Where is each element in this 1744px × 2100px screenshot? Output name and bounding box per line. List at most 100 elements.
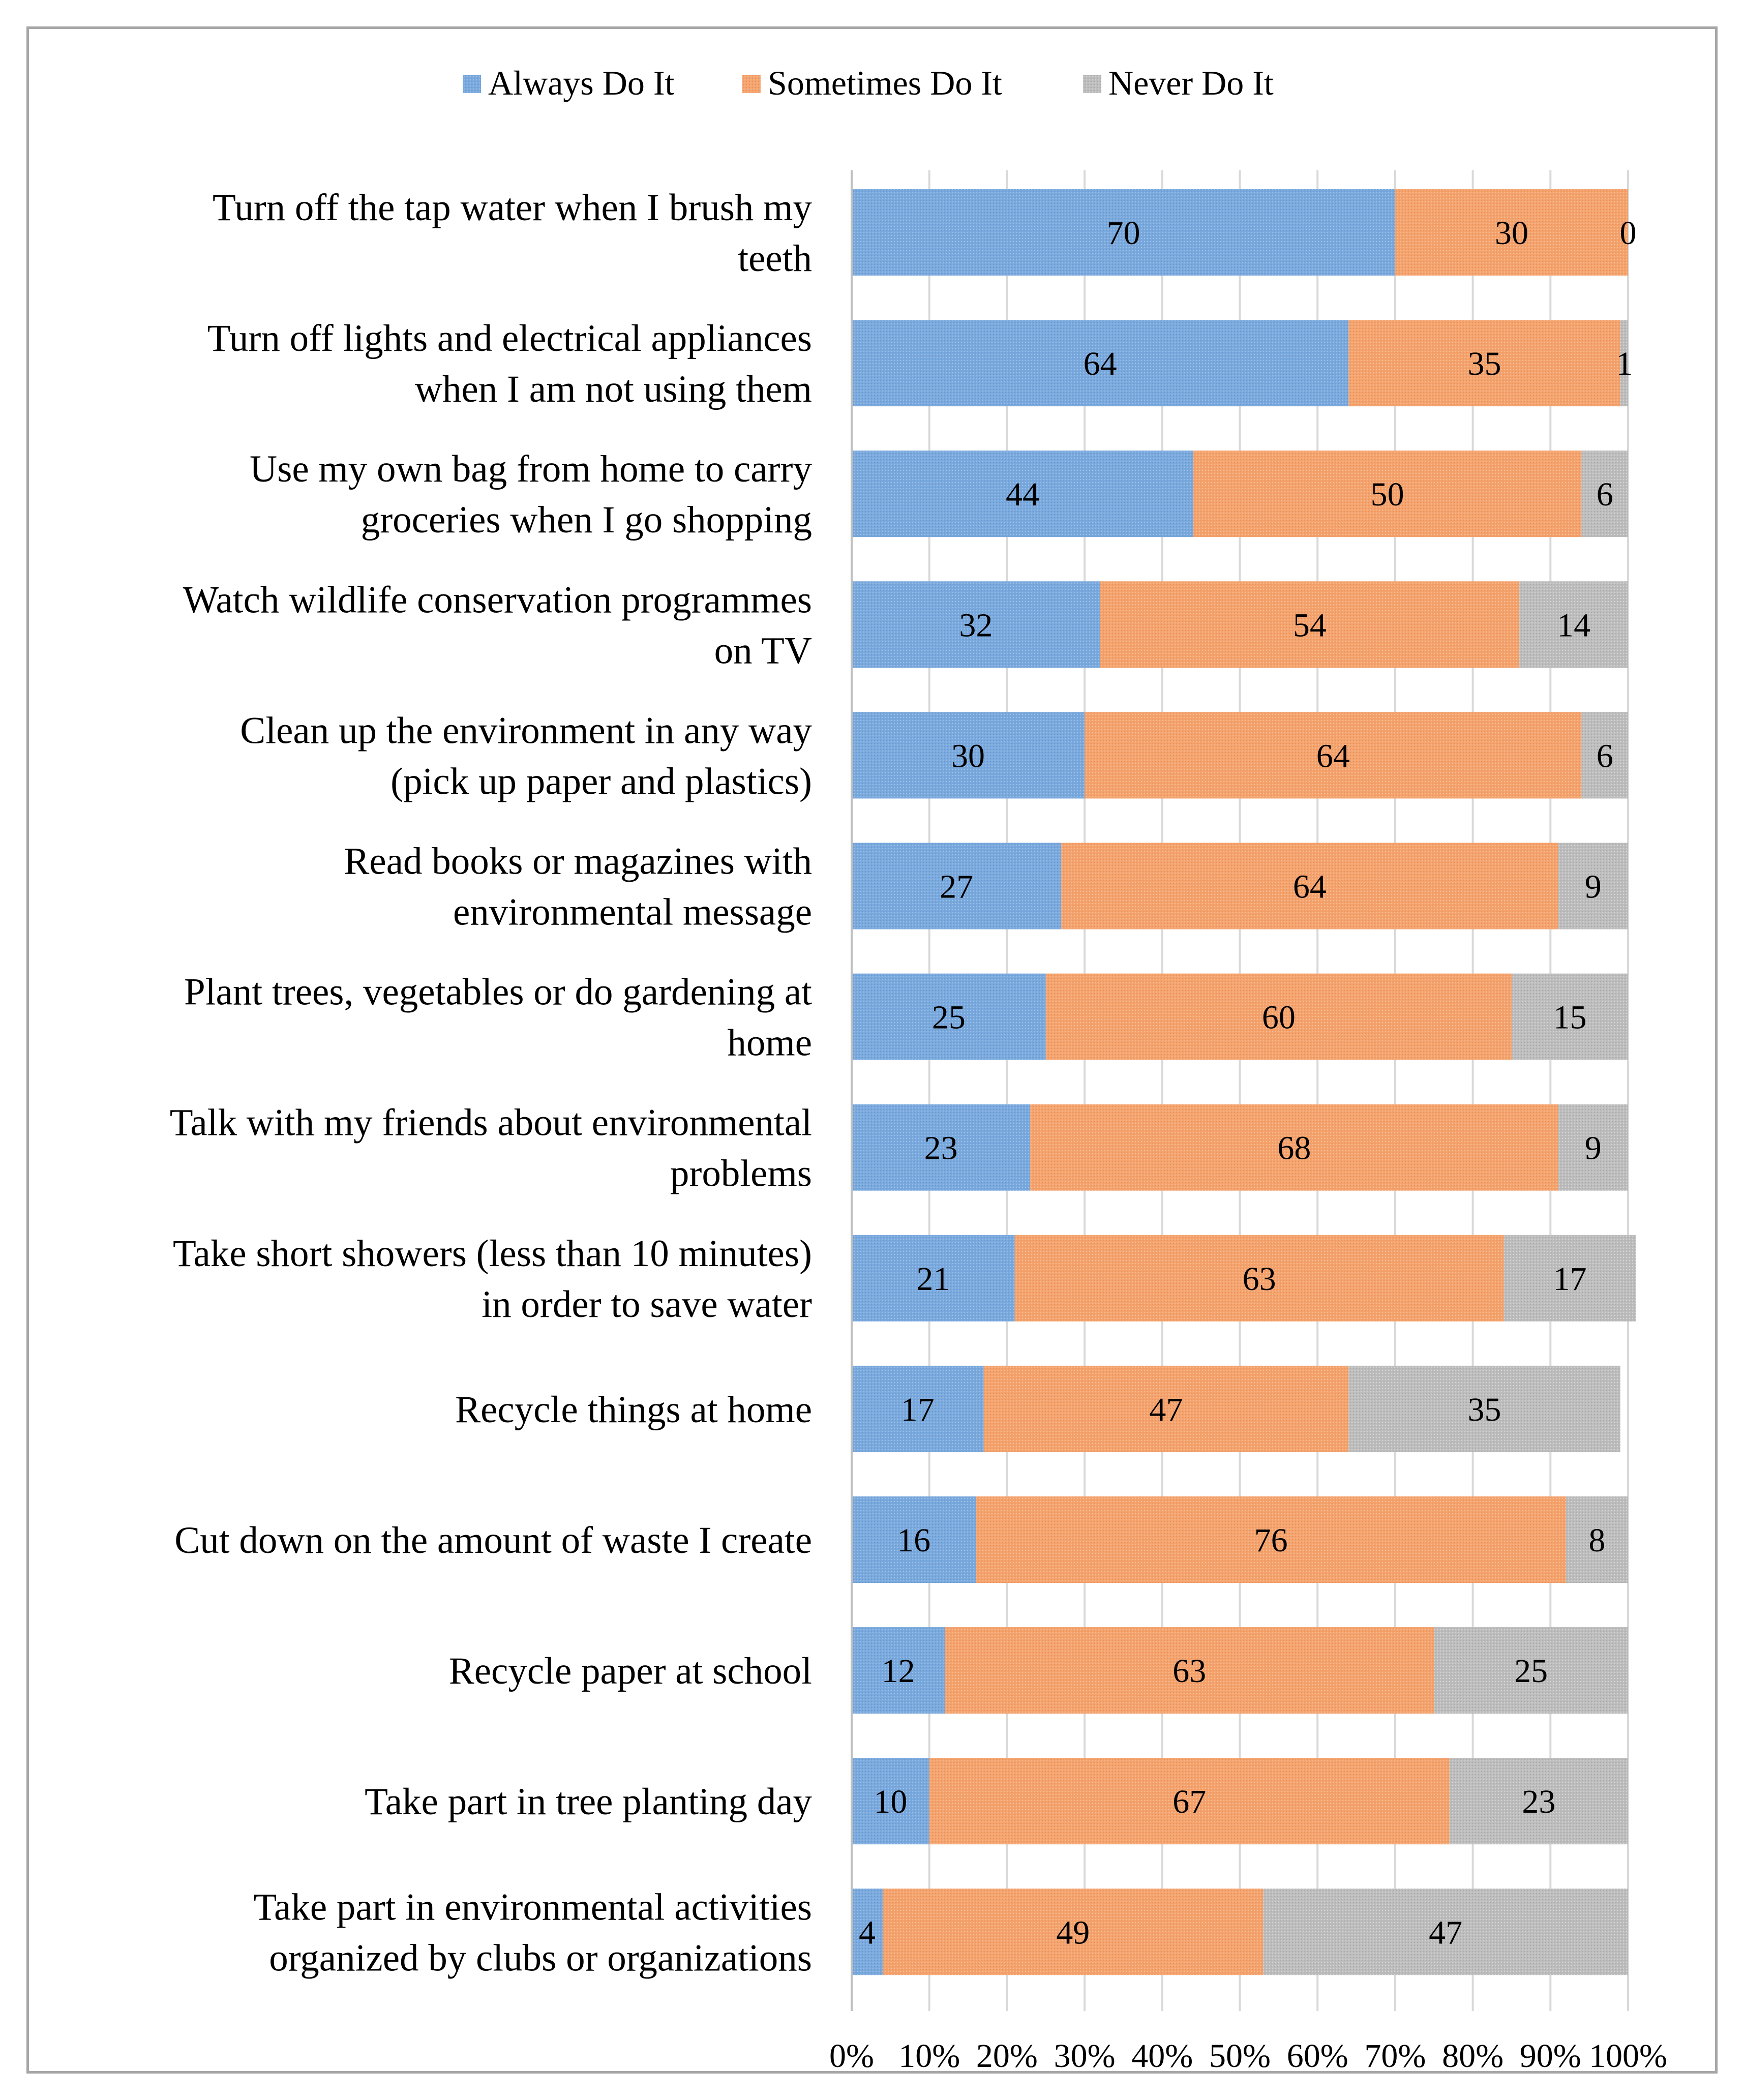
bar-segment (1511, 973, 1628, 1060)
data-label: 23 (1522, 1783, 1555, 1820)
data-label: 63 (1243, 1261, 1276, 1298)
legend: Always Do It Sometimes Do It Never Do It (463, 64, 1274, 102)
data-label: 15 (1553, 999, 1586, 1036)
category-label: Plant trees, vegetables or do gardening … (184, 971, 812, 1013)
data-label: 30 (951, 737, 985, 774)
bar-segment (852, 1365, 984, 1452)
bar-segment (1504, 1235, 1636, 1322)
bar-segment (1085, 712, 1582, 799)
bar-segment (1030, 1104, 1558, 1191)
data-label: 9 (1585, 868, 1602, 906)
x-tick-label: 70% (1364, 2037, 1426, 2075)
data-label: 49 (1056, 1914, 1090, 1951)
category-label: Take part in tree planting day (365, 1781, 812, 1823)
bar-segment (852, 1758, 929, 1845)
legend-label: Always Do It (488, 64, 675, 102)
x-tick-label: 0% (829, 2037, 874, 2075)
data-label: 23 (924, 1130, 958, 1167)
category-label: Take short showers (less than 10 minutes… (173, 1233, 812, 1275)
data-label: 67 (1172, 1783, 1206, 1820)
bar-segment (1558, 1104, 1628, 1191)
legend-label: Never Do It (1108, 64, 1274, 102)
category-label: Clean up the environment in any way (240, 709, 812, 752)
data-label: 0 (1620, 215, 1637, 252)
data-label: 27 (940, 868, 973, 906)
bar-segment (1449, 1758, 1628, 1845)
x-tick-label: 10% (898, 2037, 960, 2075)
bar-segment (1558, 843, 1628, 929)
data-label: 21 (916, 1261, 950, 1298)
data-label: 10 (874, 1783, 907, 1820)
bar-segment (983, 1365, 1349, 1452)
bar-segment (852, 581, 1100, 668)
category-label: Recycle things at home (455, 1389, 812, 1431)
data-label: 9 (1585, 1130, 1602, 1167)
category-label: (pick up paper and plastics) (390, 760, 812, 802)
category-label: Use my own bag from home to carry (250, 448, 812, 490)
category-label: Turn off the tap water when I brush my (213, 187, 812, 229)
category-label: problems (670, 1153, 812, 1195)
data-label: 50 (1371, 476, 1404, 513)
data-label: 12 (882, 1653, 915, 1690)
bar-segment (1395, 189, 1628, 276)
bar-segment (852, 973, 1046, 1060)
data-label: 35 (1468, 345, 1501, 382)
bar-segment (852, 843, 1062, 929)
category-label: Recycle paper at school (449, 1650, 812, 1692)
bar-segment (852, 1627, 945, 1714)
bar-segment (852, 1496, 976, 1583)
data-label: 68 (1277, 1130, 1311, 1167)
bar-segment (945, 1627, 1434, 1714)
data-label: 64 (1293, 868, 1327, 906)
category-label: Turn off lights and electrical appliance… (207, 317, 812, 359)
bar-segment (852, 1888, 883, 1975)
data-label: 4 (859, 1914, 876, 1951)
bar-segment (1434, 1627, 1628, 1714)
bar-segment (1100, 581, 1520, 668)
data-label: 25 (932, 999, 966, 1036)
bar-segment (883, 1888, 1264, 1975)
bar-segment (929, 1758, 1450, 1845)
bar-segment (1519, 581, 1628, 668)
bar-segment (852, 451, 1193, 537)
x-tick-label: 50% (1209, 2037, 1271, 2075)
category-label: teeth (738, 237, 812, 280)
category-label: Cut down on the amount of waste I create (174, 1519, 812, 1562)
bar-segment (1348, 1365, 1620, 1452)
data-label: 64 (1084, 345, 1117, 382)
bar-segment (852, 1104, 1031, 1191)
data-label: 63 (1172, 1653, 1206, 1690)
bars (852, 189, 1636, 1975)
bar-segment (1193, 451, 1582, 537)
bar-segment (852, 712, 1085, 799)
category-label: on TV (714, 629, 812, 672)
data-label: 14 (1557, 607, 1590, 644)
data-label: 32 (959, 607, 993, 644)
category-label: Read books or magazines with (344, 841, 812, 883)
data-label: 25 (1514, 1653, 1548, 1690)
bar-segment (1348, 320, 1620, 407)
x-tick-label: 30% (1054, 2037, 1116, 2075)
category-label: when I am not using them (415, 368, 812, 410)
data-label: 70 (1106, 215, 1140, 252)
x-tick-label: 40% (1131, 2037, 1193, 2075)
bar-segment (1045, 973, 1512, 1060)
data-label: 60 (1262, 999, 1296, 1036)
x-tick-label: 20% (976, 2037, 1038, 2075)
category-label: home (727, 1022, 812, 1064)
data-label: 16 (897, 1522, 930, 1559)
data-label: 54 (1293, 607, 1327, 644)
data-label: 1 (1616, 345, 1633, 382)
axis: 0% 10% 20% 30% 40% 50% 60% 70% 80% 90% 100% (829, 170, 1667, 2075)
data-label: 76 (1254, 1522, 1288, 1559)
legend-swatch (742, 75, 761, 93)
category-label: Talk with my friends about environmental (170, 1102, 812, 1144)
data-label: 17 (901, 1391, 935, 1428)
bar-segment (852, 320, 1349, 407)
legend-label: Sometimes Do It (768, 64, 1002, 102)
bar-segment (852, 189, 1395, 276)
x-tick-label: 60% (1287, 2037, 1348, 2075)
legend-swatch (463, 75, 481, 93)
gridlines (851, 170, 1629, 2011)
